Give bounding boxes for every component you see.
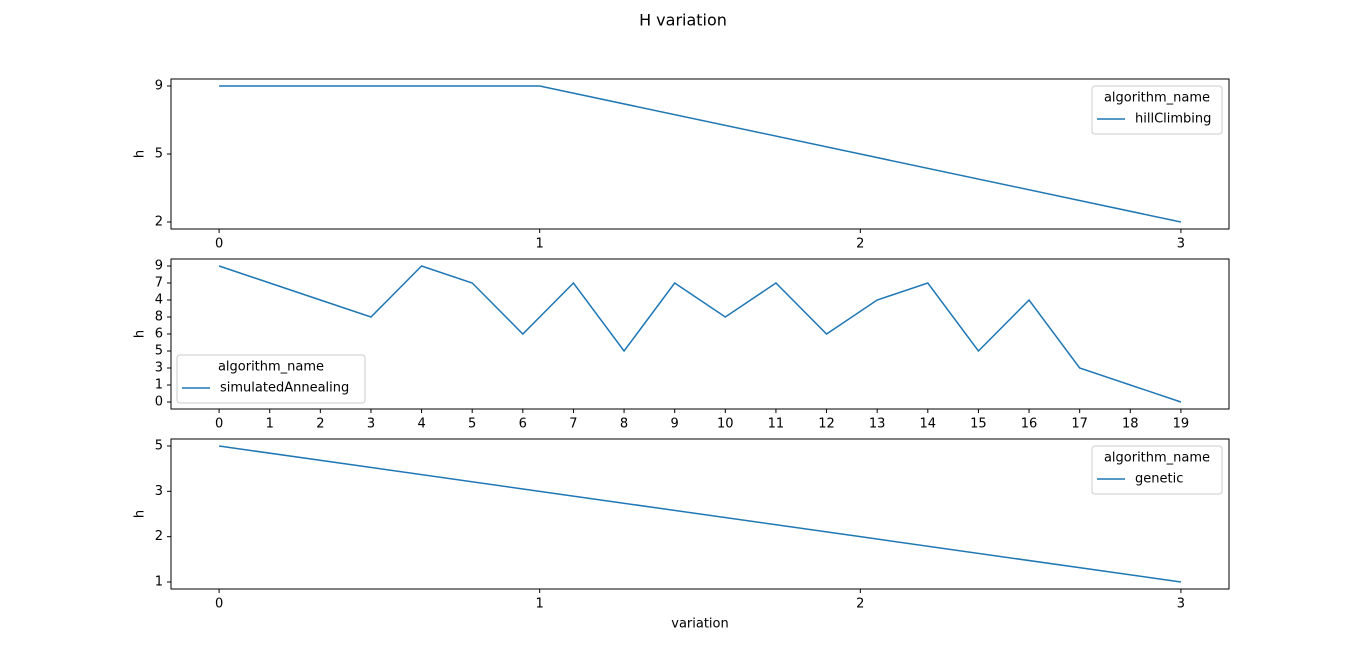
x-axis-label: variation [671, 617, 728, 632]
x-tick-label: 2 [856, 237, 864, 252]
line-series [218, 445, 1182, 583]
x-tick-label: 1 [266, 417, 274, 432]
y-tick-label: 4 [155, 293, 163, 308]
legend-label: hillClimbing [1135, 112, 1211, 127]
y-axis-label: h [133, 330, 148, 338]
legend-title: algorithm_name [218, 360, 324, 375]
line-series [219, 85, 1182, 223]
y-axis-label: h [133, 510, 148, 518]
x-tick-label: 12 [818, 417, 835, 432]
y-tick-label: 8 [155, 310, 163, 325]
x-tick-label: 6 [519, 417, 527, 432]
x-tick-label: 9 [671, 417, 679, 432]
x-tick-label: 1 [536, 597, 544, 612]
y-tick-label: 0 [155, 395, 163, 410]
legend-label: genetic [1135, 472, 1183, 487]
x-tick-label: 0 [215, 597, 223, 612]
x-tick-label: 16 [1021, 417, 1038, 432]
x-tick-label: 15 [970, 417, 987, 432]
x-tick-label: 4 [417, 417, 425, 432]
y-tick-label: 1 [155, 575, 163, 590]
x-tick-label: 19 [1173, 417, 1190, 432]
x-tick-label: 1 [536, 237, 544, 252]
legend-label: simulatedAnnealing [220, 381, 349, 396]
legend-box [1091, 445, 1223, 495]
x-tick-label: 11 [768, 417, 785, 432]
y-tick-label: 5 [155, 344, 163, 359]
y-tick-label: 2 [155, 215, 163, 230]
y-tick-label: 7 [155, 276, 163, 291]
x-tick-label: 8 [620, 417, 628, 432]
legend-box [176, 354, 366, 404]
figure-title: H variation [639, 11, 727, 30]
x-tick-label: 13 [869, 417, 886, 432]
x-tick-label: 7 [569, 417, 577, 432]
y-tick-label: 2 [155, 529, 163, 544]
legend-title: algorithm_name [1104, 451, 1210, 466]
y-tick-label: 3 [155, 484, 163, 499]
y-tick-label: 9 [155, 259, 163, 274]
x-tick-label: 2 [316, 417, 324, 432]
x-tick-label: 17 [1071, 417, 1088, 432]
x-tick-label: 0 [215, 237, 223, 252]
legend-title: algorithm_name [1104, 91, 1210, 106]
x-tick-label: 14 [920, 417, 937, 432]
axes-frame [170, 78, 1230, 230]
y-tick-label: 1 [155, 378, 163, 393]
y-tick-label: 9 [155, 79, 163, 94]
y-tick-label: 5 [155, 147, 163, 162]
y-axis-label: h [133, 150, 148, 158]
axes-frame [170, 438, 1230, 590]
x-tick-label: 2 [856, 597, 864, 612]
line-series [218, 265, 1182, 403]
x-tick-label: 3 [1177, 597, 1185, 612]
x-tick-label: 10 [717, 417, 734, 432]
y-tick-label: 6 [155, 327, 163, 342]
y-tick-label: 5 [155, 439, 163, 454]
x-tick-label: 3 [367, 417, 375, 432]
x-tick-label: 5 [468, 417, 476, 432]
y-tick-label: 3 [155, 361, 163, 376]
x-tick-label: 0 [215, 417, 223, 432]
legend-box [1091, 85, 1223, 135]
x-tick-label: 18 [1122, 417, 1139, 432]
x-tick-label: 3 [1177, 237, 1185, 252]
